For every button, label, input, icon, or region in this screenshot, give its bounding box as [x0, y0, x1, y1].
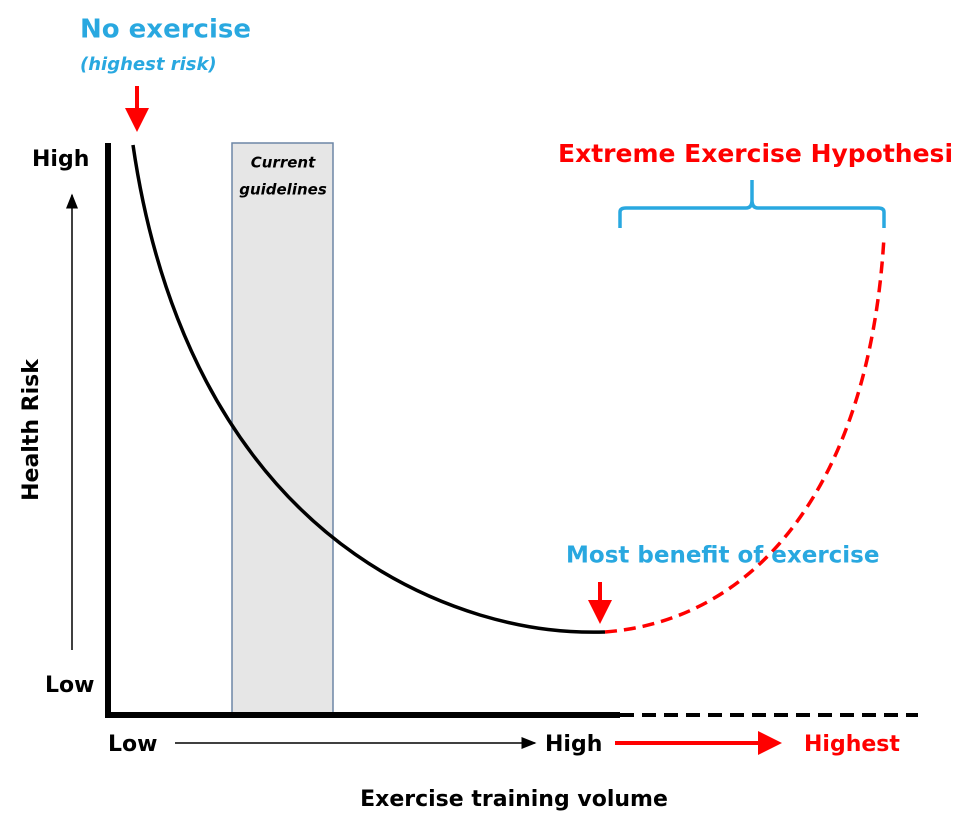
x-label: Highest [804, 732, 900, 757]
bracket [618, 180, 886, 228]
y-axis-title: Health Risk [19, 358, 44, 501]
risk-curve [131, 144, 606, 634]
x-label: High [545, 732, 602, 757]
label: No exercise [80, 15, 251, 45]
band-label: Current [251, 154, 316, 172]
x-axis-title: Exercise training volume [360, 787, 668, 812]
label: (highest risk) [80, 54, 217, 75]
extreme-curve [604, 236, 886, 634]
label: Extreme Exercise Hypothesis [558, 139, 954, 168]
y-label: Low [45, 673, 94, 698]
x-label: Low [108, 732, 157, 757]
y-label: High [32, 147, 89, 172]
guidelines-band [231, 142, 334, 716]
label: Most benefit of exercise [566, 543, 879, 569]
band-label: guidelines [239, 181, 327, 199]
